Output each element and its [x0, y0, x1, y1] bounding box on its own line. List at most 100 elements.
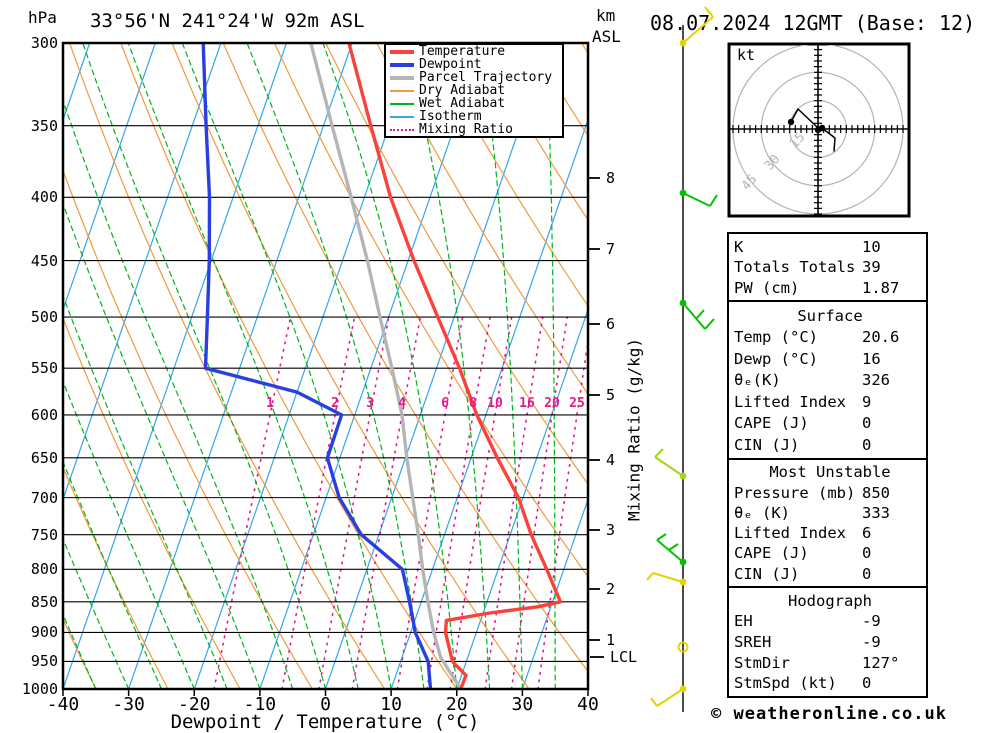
wet-adiabat-line: [403, 43, 491, 689]
copyright: © weatheronline.co.uk: [711, 704, 947, 724]
legend-item: Mixing Ratio: [390, 123, 562, 136]
temp-tick-label: -10: [243, 694, 277, 715]
legend-item-label: Mixing Ratio: [419, 121, 513, 137]
wet-adiabat-line: [127, 43, 359, 689]
panel-row-value: 0: [862, 544, 872, 563]
wet-adiabat-line: [63, 613, 97, 689]
km-tick-label: 2: [606, 580, 616, 598]
panel-row: Lifted Index 9: [734, 394, 926, 410]
wind-barb: [646, 572, 687, 586]
legend-item: Wet Adiabat: [390, 97, 562, 111]
pressure-tick-label: 400: [30, 188, 58, 207]
wind-barb: [650, 685, 687, 707]
pressure-tick-label: 450: [30, 251, 58, 270]
legend-item-label: Isotherm: [419, 108, 482, 124]
panel-row: Totals Totals 39: [734, 259, 926, 275]
panel-row: StmSpd (kt) 0: [734, 675, 926, 691]
indices-panel: Surface Temp (°C) 20.6 Dewp (°C) 16 θₑ(K) 326 L…: [729, 300, 926, 458]
mixing-ratio-label: 20: [544, 396, 560, 411]
panel-row-value: 1.87: [862, 278, 900, 297]
km-tick-label: 8: [606, 169, 616, 187]
lcl-label: LCL: [610, 648, 638, 666]
wind-barb: [654, 448, 687, 480]
isotherm-line: [193, 43, 419, 689]
legend-item: Parcel Trajectory: [390, 70, 562, 86]
mixing-ratio-label: 4: [398, 396, 406, 411]
panel-row-value: 39: [862, 258, 881, 276]
panel-row-label: CAPE (J): [734, 414, 809, 432]
legend-item-label: Dry Adiabat: [419, 83, 506, 99]
panel-row-label: θₑ (K): [734, 503, 790, 522]
temperature-curve: [347, 43, 563, 689]
legend-line-sample: [390, 63, 414, 68]
hodograph-point: [787, 118, 795, 126]
temp-tick-label: 0: [320, 694, 331, 715]
temp-tick-label: -40: [46, 694, 80, 715]
legend-item-label: Temperature: [419, 44, 506, 60]
wind-barb-column: [646, 6, 718, 712]
panel-row-label: CAPE (J): [734, 544, 809, 563]
legend-item: Temperature: [390, 44, 562, 60]
pressure-tick-label: 350: [30, 116, 58, 135]
sounding-curves: [201, 43, 563, 689]
panel-row-value: 20.6: [862, 328, 900, 346]
mixing-ratio-label: 8: [469, 396, 477, 411]
dewpoint-curve: [201, 43, 433, 689]
temp-tick-label: 20: [445, 694, 468, 715]
dry-adiabat-line: [427, 43, 588, 308]
pressure-tick-label: 650: [30, 448, 58, 467]
pressure-axis-unit: hPa: [28, 8, 57, 27]
axis-ticks: [62, 177, 604, 696]
panel-row: CIN (J) 0: [734, 437, 926, 453]
wet-adiabat-line: [63, 460, 162, 689]
panel-row-value: 0: [862, 414, 872, 432]
pressure-tick-label: 600: [30, 405, 58, 424]
panel-row-label: CIN (J): [734, 564, 800, 583]
pressure-tick-label: 850: [30, 592, 58, 611]
mixing-ratio-line: [510, 316, 569, 689]
panel-row-value: 0: [862, 435, 872, 454]
wet-adiabat-line: [63, 294, 228, 689]
indices-panel: Hodograph EH -9 SREH -9 StmDir 127° StmSpd (kt)…: [729, 586, 926, 696]
temp-tick-label: 40: [577, 694, 599, 715]
isotherm-line: [324, 43, 550, 689]
panel-row-value: -9: [862, 632, 881, 651]
pressure-tick-label: 500: [30, 308, 58, 327]
km-tick-label: 7: [606, 240, 616, 258]
panel-row-value: 10: [862, 237, 881, 256]
panel-row-label: PW (cm): [734, 278, 800, 297]
wet-adiabat-line: [63, 201, 261, 689]
panel-row: θₑ (K) 333: [734, 505, 926, 521]
mixing-ratio-label: 1: [266, 396, 274, 411]
panel-row-value: 127°: [862, 653, 900, 672]
panel-row-value: 6: [862, 524, 872, 543]
wet-adiabat-line: [545, 43, 556, 689]
panel-row-value: -9: [862, 612, 881, 631]
panel-row-value: 326: [862, 371, 890, 389]
mixing-ratio-line: [484, 316, 544, 689]
panel-row-value: 9: [862, 392, 872, 411]
panel-row-value: 0: [862, 564, 872, 583]
km-tick-label: 6: [606, 315, 616, 333]
panel-row: SREH -9: [734, 634, 926, 650]
wind-barb: [679, 189, 718, 207]
wet-adiabat-line: [63, 98, 294, 689]
panel-row-value: 0: [862, 674, 872, 693]
legend-line-sample: [390, 50, 414, 55]
temp-tick-label: -30: [112, 694, 145, 715]
panel-row: K 10: [734, 239, 926, 255]
mixing-ratio-label: 2: [331, 396, 339, 411]
legend-line-sample: [390, 76, 414, 81]
temp-tick-label: 10: [380, 694, 402, 715]
km-tick-label: 5: [606, 386, 616, 404]
pressure-tick-label: 800: [30, 560, 58, 579]
pressure-tick-label: 550: [30, 359, 58, 378]
panel-row: CIN (J) 0: [734, 566, 926, 582]
panel-row-label: CIN (J): [734, 435, 800, 454]
isotherm-line: [63, 43, 288, 689]
legend-item-label: Parcel Trajectory: [419, 70, 553, 86]
panel-row-value: 333: [862, 503, 890, 522]
indices-tables: K 10 Totals Totals 39 PW (cm) 1.87 Surface Temp…: [727, 232, 928, 698]
